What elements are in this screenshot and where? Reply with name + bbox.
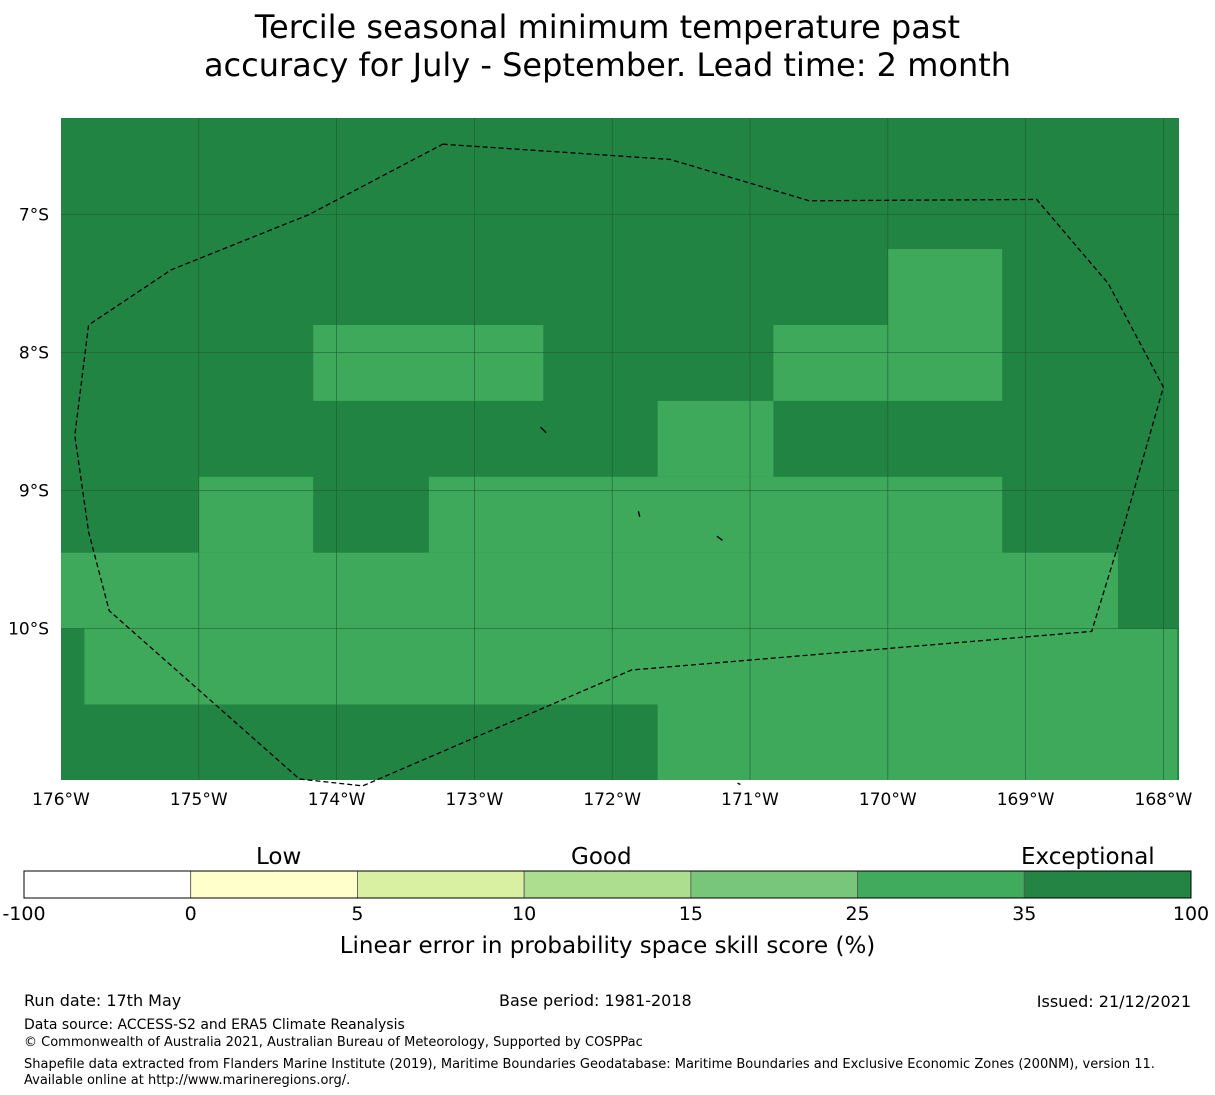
skill-cell <box>657 704 1178 780</box>
x-tick-label: 173°W <box>446 790 504 810</box>
colorbar-bin <box>857 870 1025 899</box>
colorbar-frame <box>23 870 1192 899</box>
skill-cell <box>198 476 314 553</box>
issued-date: Issued: 21/12/2021 <box>1036 992 1191 1011</box>
title-line-1: Tercile seasonal minimum temperature pas… <box>254 8 961 46</box>
colorbar-bin <box>523 870 692 899</box>
skill-cell <box>428 476 1003 553</box>
skill-cell <box>61 552 1118 629</box>
skill-cell <box>887 249 1003 325</box>
colorbar-bin <box>1023 870 1192 899</box>
run-date: Run date: 17th May <box>24 991 182 1010</box>
x-tick-label: 174°W <box>308 790 366 810</box>
y-tick-label: 9°S <box>19 482 49 502</box>
y-tick-label: 8°S <box>19 344 49 364</box>
skill-cell <box>313 325 544 401</box>
latitude-ticks: 7°S 8°S 9°S 10°S <box>8 206 49 640</box>
colorbar-category-exceptional: Exceptional <box>1021 844 1155 870</box>
island-outline <box>637 511 641 517</box>
colorbar-tick-label: -100 <box>2 903 46 925</box>
colorbar-label: Linear error in probability space skill … <box>339 933 876 959</box>
y-tick-label: 7°S <box>19 206 49 226</box>
colorbar-tick-label: 10 <box>512 903 537 925</box>
data-source: Data source: ACCESS-S2 and ERA5 Climate … <box>24 1017 405 1033</box>
title-line-2: accuracy for July - September. Lead time… <box>203 46 1012 84</box>
longitude-ticks: 176°W 175°W 174°W 173°W 172°W 171°W 170°W 169°W… <box>32 790 1192 810</box>
islands <box>540 426 741 786</box>
colorbar-bin <box>357 870 525 899</box>
colorbar-tick-label: 100 <box>1172 903 1210 925</box>
x-tick-label: 176°W <box>32 790 90 810</box>
shapefile-credit: Shapefile data extracted from Flanders M… <box>24 1057 1155 1088</box>
x-tick-label: 169°W <box>997 790 1055 810</box>
chart-title: Tercile seasonal minimum temperature pas… <box>0 8 1215 84</box>
skill-cell <box>84 628 1178 705</box>
colorbar-tick-label: 5 <box>351 903 364 925</box>
colorbar-bin <box>690 870 858 899</box>
island-outline <box>540 426 547 434</box>
skill-cell <box>657 400 774 477</box>
colorbar-category-low: Low <box>256 844 302 870</box>
colorbar-category-good: Good <box>571 844 632 870</box>
colorbar-bin <box>190 870 358 899</box>
base-period: Base period: 1981-2018 <box>499 991 692 1010</box>
x-tick-label: 170°W <box>859 790 917 810</box>
colorbar-tick-label: 0 <box>184 903 197 925</box>
island-outline <box>737 782 741 786</box>
eez-boundary <box>74 143 1165 787</box>
colorbar <box>23 870 1192 899</box>
colorbar-tick-label: 15 <box>678 903 703 925</box>
skill-map: 176°W 175°W 174°W 173°W 172°W 171°W 170°W 169°W… <box>8 118 1192 810</box>
colorbar-bin <box>23 870 192 899</box>
skill-cells <box>61 118 1179 780</box>
colorbar-tick-label: 25 <box>845 903 870 925</box>
graticule <box>61 118 1179 780</box>
island-outline <box>716 535 723 541</box>
x-tick-label: 171°W <box>721 790 779 810</box>
colorbar-tick-label: 35 <box>1012 903 1037 925</box>
copyright: © Commonwealth of Australia 2021, Austra… <box>24 1035 643 1050</box>
x-tick-label: 175°W <box>170 790 228 810</box>
x-tick-label: 168°W <box>1135 790 1193 810</box>
x-tick-label: 172°W <box>583 790 641 810</box>
y-tick-label: 10°S <box>8 620 49 640</box>
